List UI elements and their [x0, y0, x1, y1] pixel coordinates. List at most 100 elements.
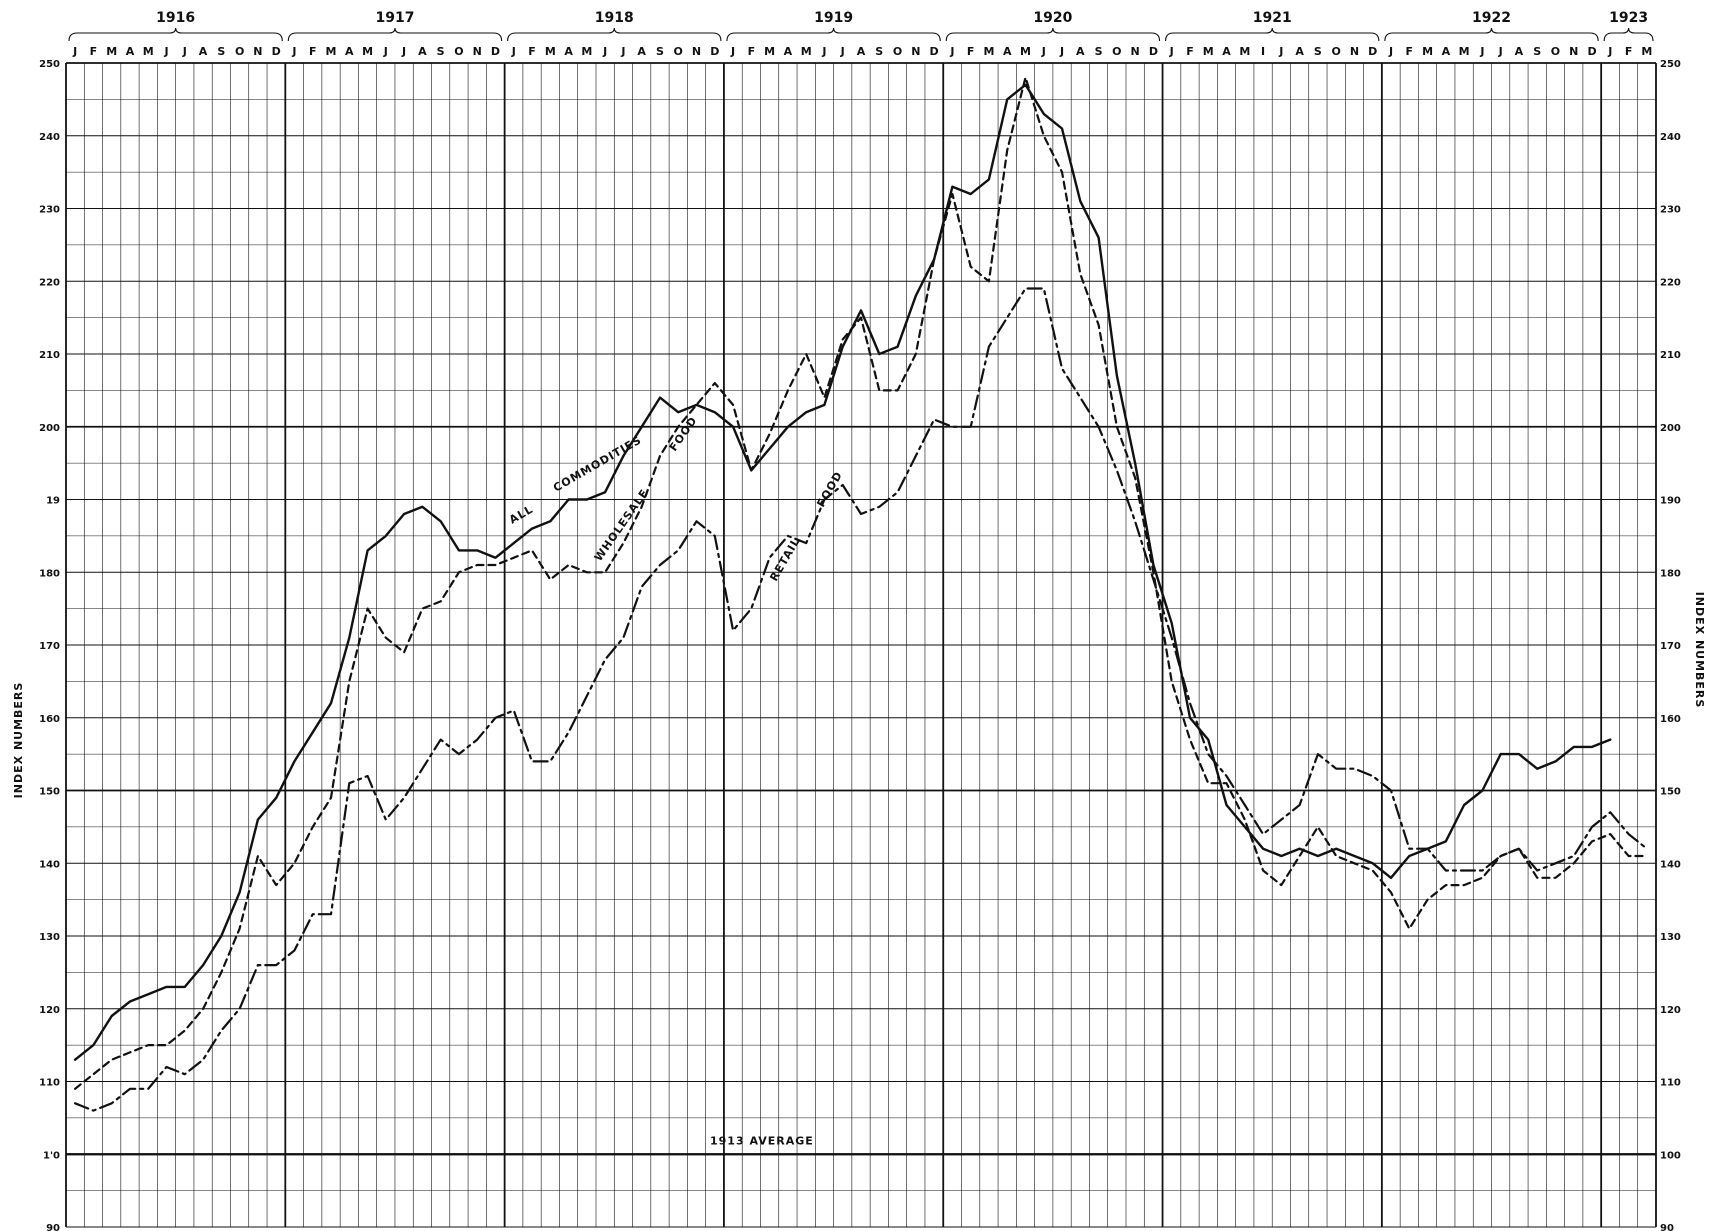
y-tick-right: 200 [1660, 423, 1681, 434]
y-tick-left: 160 [39, 714, 60, 725]
month-letter: J [620, 45, 625, 58]
y-tick-left: 150 [39, 787, 60, 798]
month-letter: J [72, 45, 77, 58]
month-letter: J [1479, 45, 1484, 58]
month-letter: S [656, 45, 664, 58]
month-letter: F [90, 45, 98, 58]
month-letter: J [840, 45, 845, 58]
month-letter: A [1442, 45, 1451, 58]
month-letter: M [326, 45, 337, 58]
month-letter: J [383, 45, 388, 58]
month-letter: O [1551, 45, 1560, 58]
year-label-1916: 1916 [156, 10, 195, 26]
y-tick-left: 140 [39, 859, 60, 870]
y-tick-left: 120 [39, 1005, 60, 1016]
month-letter: S [1533, 45, 1541, 58]
month-letter: N [1131, 45, 1140, 58]
y-tick-right: 100 [1660, 1150, 1681, 1161]
y-tick-left: 130 [39, 932, 60, 943]
month-letter: S [217, 45, 225, 58]
month-letter: A [1515, 45, 1524, 58]
y-tick-right: 230 [1660, 205, 1681, 216]
month-letter: J [1169, 45, 1174, 58]
month-letter: J [1059, 45, 1064, 58]
month-letter: M [1239, 45, 1250, 58]
y-tick-left: 210 [39, 350, 60, 361]
label-food-retail: FOOD [814, 469, 845, 510]
month-letter: D [491, 45, 500, 58]
y-tick-right: 170 [1660, 641, 1681, 652]
month-letter: S [1314, 45, 1322, 58]
y-tick-left: 110 [39, 1078, 60, 1089]
month-letter: M [1459, 45, 1470, 58]
month-letter: O [235, 45, 244, 58]
y-tick-left: 180 [39, 568, 60, 579]
chart-grid [65, 62, 1657, 1228]
y-tick-right: 240 [1660, 132, 1681, 143]
year-label-1917: 1917 [375, 10, 414, 26]
month-letter: D [1149, 45, 1158, 58]
series-lines [73, 76, 1649, 1112]
month-letter: J [821, 45, 826, 58]
year-label-1922: 1922 [1472, 10, 1511, 26]
month-letter: D [272, 45, 281, 58]
month-letter: F [1406, 45, 1414, 58]
month-letter: J [291, 45, 296, 58]
y-tick-right: 110 [1660, 1078, 1681, 1089]
y-tick-right: 180 [1660, 568, 1681, 579]
month-letter: F [967, 45, 975, 58]
month-letter: M [362, 45, 373, 58]
y-tick-right: 90 [1660, 1223, 1674, 1231]
y-tick-left: 200 [39, 423, 60, 434]
month-letter: M [801, 45, 812, 58]
month-letter: N [473, 45, 482, 58]
month-letter: A [564, 45, 573, 58]
label-commodities: COMMODITIES [551, 433, 644, 494]
y-tick-left: 230 [39, 205, 60, 216]
month-letter: M [581, 45, 592, 58]
month-letter: A [1003, 45, 1012, 58]
month-letter: A [199, 45, 208, 58]
y-tick-right: 150 [1660, 787, 1681, 798]
series-line-retail-food [73, 287, 1649, 1112]
month-letter: J [401, 45, 406, 58]
month-letter: M [1020, 45, 1031, 58]
month-letter: N [253, 45, 262, 58]
month-letter: M [1641, 45, 1652, 58]
month-letter: O [1331, 45, 1340, 58]
month-letter: A [1295, 45, 1304, 58]
y-axis-left: 90 1'0 110 120 130 140 150 160 170 180 19 200 210 220… [39, 59, 60, 1231]
y-tick-right: 140 [1660, 859, 1681, 870]
month-letter: M [143, 45, 154, 58]
year-bracket [507, 27, 722, 42]
y-tick-left: 220 [39, 277, 60, 288]
month-letter: M [983, 45, 994, 58]
y-tick-left: 170 [39, 641, 60, 652]
year-label-1920: 1920 [1033, 10, 1072, 26]
series-line-all-commodities [73, 83, 1612, 1061]
month-letter: D [1368, 45, 1377, 58]
month-letter: O [454, 45, 463, 58]
label-retail: RETAIL [767, 535, 802, 583]
month-letter: J [1388, 45, 1393, 58]
month-letter: J [163, 45, 168, 58]
reference-line-label: 1913 AVERAGE [710, 1134, 814, 1147]
series-line-wholesale-food [73, 76, 1649, 1090]
year-bracket [1603, 27, 1654, 42]
month-letter: J [1498, 45, 1503, 58]
month-letter: F [309, 45, 317, 58]
y-axis-label-right: INDEX NUMBERS [1693, 592, 1706, 709]
month-letter: M [106, 45, 117, 58]
y-axis-label-left: INDEX NUMBERS [12, 682, 25, 799]
month-letter: N [692, 45, 701, 58]
y-tick-left: 19 [46, 496, 60, 507]
month-letter: A [418, 45, 427, 58]
month-letter: M [764, 45, 775, 58]
y-tick-right: 160 [1660, 714, 1681, 725]
month-letter: D [930, 45, 939, 58]
month-letter: F [748, 45, 756, 58]
y-tick-right: 220 [1660, 277, 1681, 288]
year-bracket [68, 27, 283, 42]
